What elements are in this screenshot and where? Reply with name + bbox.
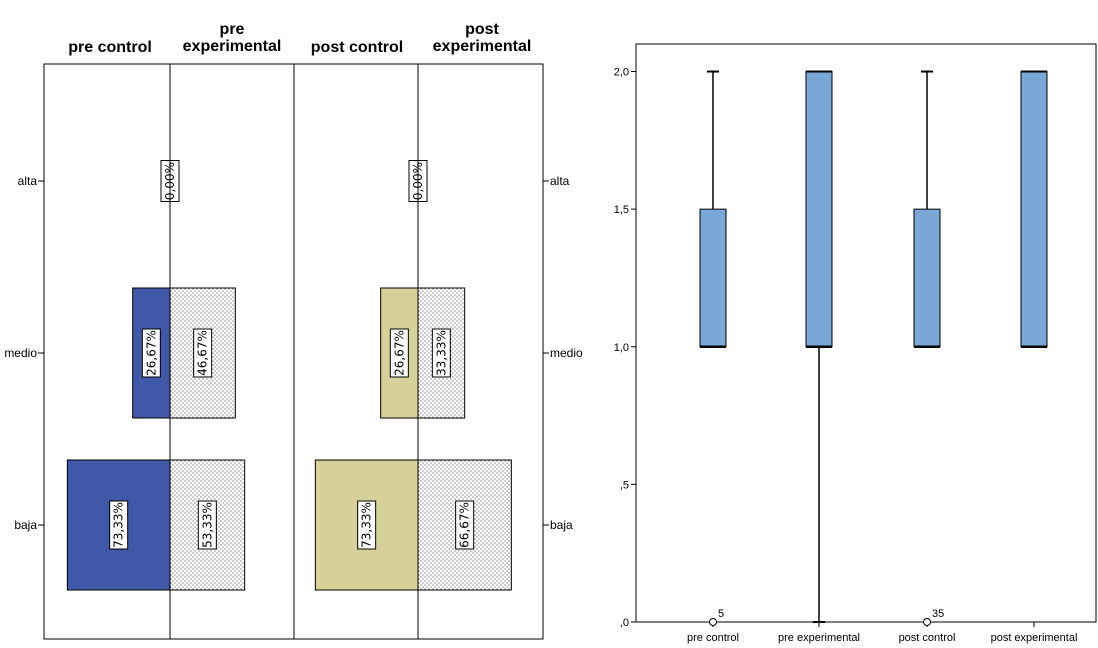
data-label: 53,33%: [200, 502, 214, 548]
category-label-right: alta: [550, 174, 570, 188]
data-label: 26,67%: [392, 330, 406, 376]
y-tick-label: ,0: [620, 617, 629, 629]
data-label-box: [431, 328, 451, 378]
category-label-left: alta: [18, 174, 38, 188]
boxplot-chart: ,0 ,5 1,0 1,5 2,0 pre control pre experimental…: [614, 43, 1097, 644]
category-label-left: medio: [4, 346, 37, 360]
data-label: 33,33%: [434, 330, 448, 376]
y-tick-label: ,5: [620, 479, 629, 491]
data-label: 46,67%: [196, 330, 210, 376]
data-label: 66,67%: [458, 502, 472, 548]
panel-header: post control: [311, 39, 403, 56]
x-tick-label-post-control: post control: [899, 632, 956, 644]
data-label: 73,33%: [112, 502, 126, 548]
y-tick-label: 1,5: [614, 204, 629, 216]
data-label-box: [357, 500, 377, 550]
outlier-label-post-control: 35: [932, 608, 944, 620]
box-pre-experimental: [805, 71, 833, 348]
data-label-box: [197, 500, 217, 550]
panel-header: pre control: [68, 39, 152, 56]
x-tick-label-pre-control: pre control: [687, 632, 739, 644]
category-label-right: medio: [550, 346, 583, 360]
plot-frame: [635, 43, 1097, 623]
panel-header: experimental: [183, 38, 282, 55]
x-tick-label-post-experimental: post experimental: [991, 632, 1078, 644]
y-tick-label: 2,0: [614, 67, 629, 79]
panel-header: pre: [220, 21, 245, 38]
category-label-right: baja: [550, 518, 573, 532]
outlier-point-pre-control: [709, 618, 717, 626]
data-label-box: [109, 500, 129, 550]
y-tick-label: 1,0: [614, 342, 629, 354]
data-label-box: [141, 328, 161, 378]
outlier-point-post-control: [923, 618, 931, 626]
box-post-control: [913, 208, 941, 348]
x-tick-label-pre-experimental: pre experimental: [778, 632, 860, 644]
panel-header: post: [465, 21, 499, 38]
box-pre-control: [699, 208, 727, 348]
outlier-label-pre-control: 5: [718, 608, 724, 620]
category-label-left: baja: [14, 518, 37, 532]
panel-header: experimental: [433, 38, 532, 55]
data-label-box: [389, 328, 409, 378]
data-label-box: [455, 500, 475, 550]
data-label: 26,67%: [144, 330, 158, 376]
data-label-box: [193, 328, 213, 378]
box-post-experimental: [1020, 71, 1048, 348]
data-label: 73,33%: [360, 502, 374, 548]
